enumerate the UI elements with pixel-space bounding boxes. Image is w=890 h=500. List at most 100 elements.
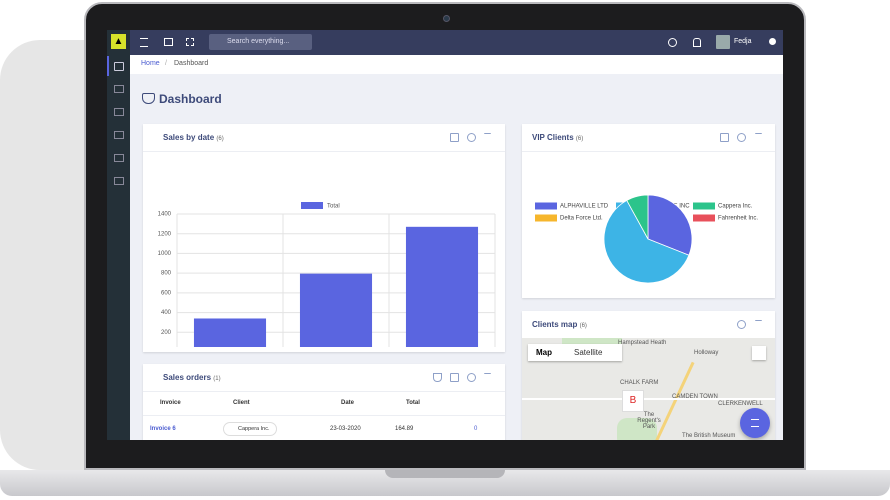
map-label: Holloway [694, 350, 719, 356]
dashboard-icon [142, 93, 155, 104]
pie-slice [626, 194, 649, 240]
filter-icon[interactable] [433, 373, 442, 382]
map[interactable]: Map Satellite Hampstead Heath Holloway C… [522, 338, 775, 440]
collapse-icon[interactable] [755, 320, 762, 328]
legend-swatch [535, 214, 557, 222]
map-marker[interactable]: B [622, 390, 644, 412]
column-header[interactable]: Total [406, 400, 420, 406]
user-name[interactable]: Fedja [734, 38, 752, 45]
divider [522, 151, 775, 152]
title: Sales orders [163, 373, 212, 382]
y-tick-label: 1200 [158, 231, 172, 237]
nav-icon[interactable] [114, 62, 124, 71]
card-title: Sales by date (6) [163, 133, 224, 142]
refresh-icon[interactable] [467, 133, 476, 142]
pie-slice [647, 194, 693, 256]
card-title: Clients map (6) [532, 320, 587, 329]
refresh-icon[interactable] [737, 320, 746, 329]
search-placeholder: Search everything... [227, 38, 290, 45]
refresh-icon[interactable] [737, 133, 746, 142]
legend-swatch [301, 202, 323, 209]
map-label: CAMDEN TOWN [672, 394, 718, 400]
y-tick-label: 1000 [158, 251, 172, 257]
column-header[interactable]: Invoice [160, 400, 181, 406]
page-title: Dashboard [159, 92, 222, 106]
bell-icon[interactable] [693, 38, 701, 47]
expand-icon[interactable] [450, 373, 459, 382]
collapse-icon[interactable] [755, 133, 762, 141]
legend-swatch [693, 202, 715, 210]
menu-icon[interactable] [140, 38, 148, 47]
collapse-icon[interactable] [484, 373, 491, 381]
expand-icon[interactable] [450, 133, 459, 142]
satellite-button[interactable]: Satellite [574, 348, 603, 357]
y-tick-label: 600 [161, 290, 172, 296]
column-header[interactable]: Client [233, 400, 250, 406]
breadcrumb-bar: Home / Dashboard [130, 55, 783, 74]
clients-map-card: Clients map (6) Map Satellite Hampstead … [522, 311, 775, 440]
logo[interactable]: ▲ [111, 34, 126, 49]
breadcrumb-sep: / [165, 60, 167, 67]
map-label: The British Museum [682, 433, 736, 439]
title: Clients map [532, 320, 578, 329]
nav-icon[interactable] [114, 85, 124, 93]
y-tick-label: 800 [161, 271, 172, 277]
park [617, 418, 657, 440]
breadcrumb-current: Dashboard [174, 60, 209, 67]
legend-label: ALPHAVILLE LTD [560, 204, 609, 210]
active-indicator [107, 56, 109, 76]
map-label: CLERKENWELL [718, 401, 763, 407]
client-chip[interactable]: Cappera Inc. [223, 422, 277, 436]
card-title: VIP Clients (6) [532, 133, 583, 142]
map-type-control: Map Satellite [528, 344, 622, 361]
invoice-link[interactable]: Invoice 6 [150, 426, 176, 432]
map-label: The Regent's Park [637, 412, 661, 430]
title: VIP Clients [532, 133, 574, 142]
legend-label: Fahrenheit Inc. [718, 216, 758, 222]
laptop-notch [385, 470, 505, 478]
column-header[interactable]: Date [341, 400, 355, 406]
breadcrumb-link[interactable]: Home [141, 60, 160, 67]
fab-icon [751, 419, 759, 427]
legend-label: Cappera Inc. [718, 204, 753, 210]
legend-swatch [535, 202, 557, 210]
divider [143, 151, 505, 152]
y-tick-label: 400 [161, 310, 172, 316]
search-box[interactable]: Search everything... [209, 34, 312, 50]
count: (6) [216, 136, 224, 142]
nav-icon[interactable] [114, 108, 124, 116]
bar [193, 318, 267, 347]
y-tick-label: 200 [161, 330, 172, 336]
map-button[interactable]: Map [536, 348, 552, 357]
tools-icon[interactable] [668, 38, 677, 47]
expand-icon[interactable] [720, 133, 729, 142]
nav-icon[interactable] [114, 154, 124, 162]
card-title: Sales orders (1) [163, 373, 221, 382]
title: Sales by date [163, 133, 215, 142]
bar [405, 226, 479, 347]
legend-label: Total [327, 204, 340, 210]
divider [143, 415, 505, 416]
camera [443, 15, 450, 22]
power-icon[interactable] [769, 38, 776, 45]
collapse-icon[interactable] [484, 133, 491, 141]
sales-orders-card: Sales orders (1) Invoice Client Date Tot… [143, 364, 505, 440]
archive-icon[interactable] [164, 38, 173, 46]
fullscreen-button[interactable] [752, 346, 766, 360]
avatar[interactable] [716, 35, 730, 49]
refresh-icon[interactable] [467, 373, 476, 382]
sidebar: ▲ [107, 30, 130, 440]
date-cell: 23-03-2020 [330, 426, 361, 432]
total-cell: 164.89 [395, 426, 414, 432]
legend-label: Delta Force Ltd. [560, 216, 603, 222]
count: (6) [579, 323, 587, 329]
fullscreen-icon[interactable] [186, 38, 194, 46]
nav-icon[interactable] [114, 131, 124, 139]
pie-slice [603, 199, 690, 284]
bar-chart: 0200400600800100012001400Total2020-03-19… [158, 202, 496, 347]
count: (6) [575, 136, 584, 142]
fab-button[interactable] [740, 408, 770, 438]
comment-count[interactable]: 0 [474, 426, 478, 432]
nav-icon[interactable] [114, 177, 124, 185]
